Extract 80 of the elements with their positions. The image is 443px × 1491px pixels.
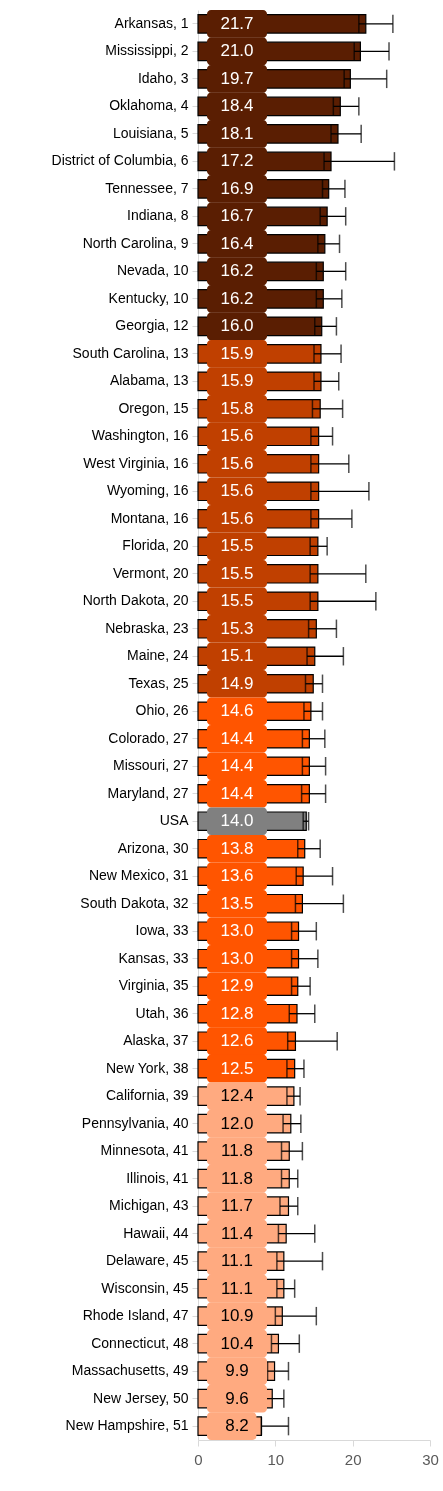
- data-label: 21.7: [220, 13, 254, 33]
- y-tick-label: Louisiana, 5: [112, 124, 189, 141]
- data-label: 15.8: [220, 398, 254, 418]
- y-tick-label: Indiana, 8: [127, 207, 189, 224]
- data-label: 15.6: [220, 508, 254, 528]
- data-label: 18.4: [220, 96, 254, 116]
- y-tick-label: Arizona, 30: [117, 839, 189, 856]
- y-tick-label: Nebraska, 23: [105, 619, 189, 636]
- y-tick-label: Georgia, 12: [115, 317, 189, 334]
- y-tick-label: Colorado, 27: [108, 729, 189, 746]
- data-label: 16.9: [220, 178, 254, 198]
- y-tick-label: Rhode Island, 47: [82, 1307, 189, 1324]
- y-tick-label: Alaska, 37: [123, 1032, 189, 1049]
- y-tick-label: California, 39: [106, 1087, 189, 1104]
- data-label: 21.0: [220, 41, 254, 61]
- data-label: 16.4: [220, 233, 254, 253]
- y-tick-label: Missouri, 27: [113, 757, 189, 774]
- y-tick-label: Minnesota, 41: [100, 1142, 189, 1159]
- y-tick-label: Wyoming, 16: [106, 482, 189, 499]
- y-tick-label: Michigan, 43: [109, 1197, 189, 1214]
- y-tick-label: Virginia, 35: [118, 977, 189, 994]
- data-label: 18.1: [220, 123, 254, 143]
- y-tick-label: Nevada, 10: [116, 262, 189, 279]
- y-tick-label: Hawaii, 44: [123, 1224, 189, 1241]
- data-label: 16.2: [220, 288, 254, 308]
- data-label: 16.2: [220, 261, 254, 281]
- y-tick-label: District of Columbia, 6: [51, 152, 189, 169]
- y-tick-label: North Dakota, 20: [82, 592, 189, 609]
- data-label: 19.7: [220, 68, 254, 88]
- y-tick-label: Massachusetts, 49: [71, 1362, 189, 1379]
- x-tick-label: 0: [194, 1450, 203, 1468]
- data-label: 15.5: [220, 591, 254, 611]
- y-tick-label: Montana, 16: [110, 509, 189, 526]
- y-tick-label: Connecticut, 48: [91, 1334, 189, 1351]
- y-tick-label: Kansas, 33: [118, 949, 189, 966]
- y-tick-label: Maryland, 27: [107, 784, 189, 801]
- y-tick-label: Washington, 16: [91, 427, 189, 444]
- data-label: 15.5: [220, 536, 254, 556]
- data-label: 15.6: [220, 481, 254, 501]
- data-label: 15.6: [220, 426, 254, 446]
- y-tick-label: New Mexico, 31: [88, 867, 189, 884]
- y-tick-label: Illinois, 41: [126, 1169, 189, 1186]
- y-tick-label: South Dakota, 32: [80, 894, 189, 911]
- y-tick-label: Florida, 20: [122, 537, 189, 554]
- x-tick-label: 20: [344, 1450, 362, 1468]
- data-label: 15.5: [220, 563, 254, 583]
- y-tick-label: Pennsylvania, 40: [81, 1114, 189, 1131]
- data-label: 17.2: [220, 151, 254, 171]
- y-tick-label: Idaho, 3: [137, 69, 189, 86]
- y-tick-label: North Carolina, 9: [82, 234, 189, 251]
- data-label: 15.3: [220, 618, 254, 638]
- y-tick-label: New Hampshire, 51: [65, 1417, 189, 1434]
- y-tick-label: Maine, 24: [127, 647, 189, 664]
- data-label: 16.0: [220, 316, 254, 336]
- y-tick-label: USA: [159, 812, 190, 829]
- y-tick-label: South Carolina, 13: [72, 344, 189, 361]
- y-tick-label: Utah, 36: [135, 1004, 189, 1021]
- y-tick-label: Ohio, 26: [135, 702, 189, 719]
- y-tick-label: Wisconsin, 45: [101, 1279, 189, 1296]
- y-tick-label: Arkansas, 1: [114, 14, 189, 31]
- data-label: 14.9: [220, 673, 254, 693]
- y-tick-label: Vermont, 20: [113, 564, 189, 581]
- y-tick-label: Kentucky, 10: [108, 289, 189, 306]
- x-tick-label: 30: [422, 1450, 439, 1468]
- data-label: 15.6: [220, 453, 254, 473]
- y-tick-label: Delaware, 45: [106, 1252, 189, 1269]
- data-label: 15.9: [220, 343, 254, 363]
- y-tick-label: Oklahoma, 4: [109, 97, 189, 114]
- y-tick-label: Alabama, 13: [109, 372, 189, 389]
- y-tick-label: Mississippi, 2: [105, 42, 189, 59]
- y-tick-label: New York, 38: [106, 1059, 189, 1076]
- y-tick-label: West Virginia, 16: [83, 454, 189, 471]
- y-tick-label: Texas, 25: [128, 674, 189, 691]
- y-tick-label: Tennessee, 7: [105, 179, 189, 196]
- data-label: 16.7: [220, 206, 254, 226]
- y-tick-label: Oregon, 15: [118, 399, 189, 416]
- y-tick-label: Iowa, 33: [135, 922, 189, 939]
- x-tick-label: 10: [267, 1450, 285, 1468]
- y-tick-label: New Jersey, 50: [93, 1389, 189, 1406]
- data-label: 15.9: [220, 371, 254, 391]
